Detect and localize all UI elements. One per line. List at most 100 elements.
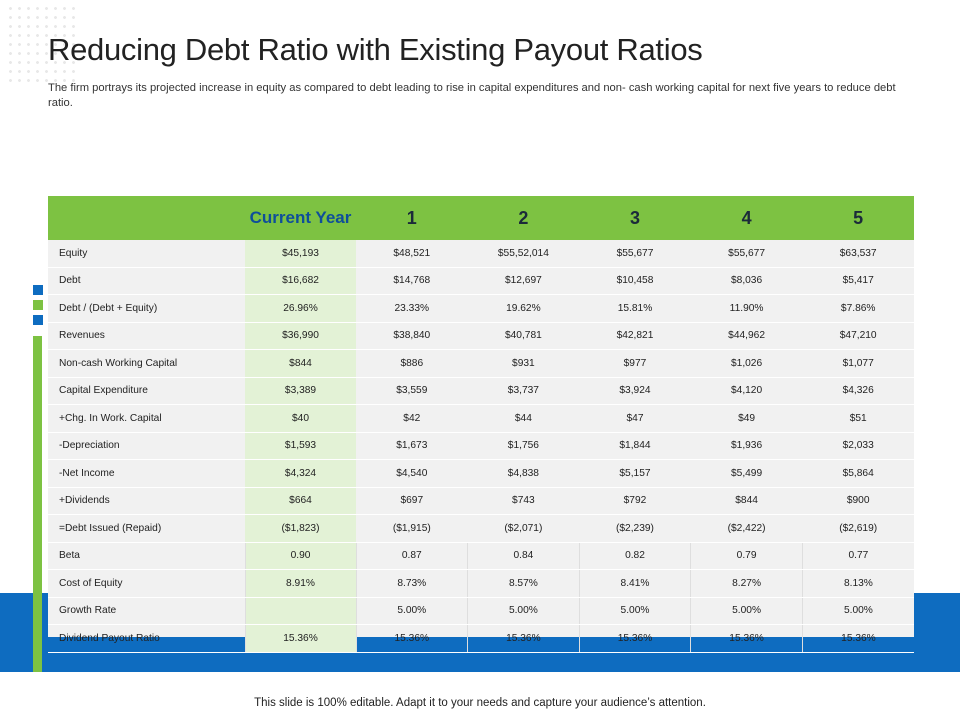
year-2-value: $44: [467, 404, 580, 433]
current-year-value: $664: [245, 487, 356, 515]
year-3-value: $792: [579, 487, 691, 515]
year-2-value: $931: [467, 349, 580, 378]
year-2-value: $1,756: [467, 432, 580, 460]
year-4-value: $1,936: [690, 432, 803, 460]
table-row: Equity $45,193 $48,521 $55,52,014 $55,677 $55…: [48, 240, 914, 268]
year-2-value: 8.57%: [467, 569, 580, 598]
year-1-value: 5.00%: [356, 597, 469, 625]
current-year-value: $4,324: [245, 459, 356, 488]
year-2-value: $743: [467, 487, 580, 515]
decorative-green-bar: [33, 336, 42, 672]
year-1-value: $14,768: [356, 267, 468, 295]
year-5-value: $7.86%: [802, 294, 914, 323]
table-row: +Chg. In Work. Capital $40 $42 $44 $47 $49 $51: [48, 404, 914, 433]
table-row: Growth Rate 5.00% 5.00% 5.00% 5.00% 5.00%: [48, 597, 914, 625]
year-4-value: $55,677: [690, 240, 803, 268]
year-3-value: 8.41%: [579, 569, 692, 598]
header-year-4: 4: [690, 196, 803, 240]
table-row: Revenues $36,990 $38,840 $40,781 $42,821 $44,…: [48, 322, 914, 350]
year-3-value: $3,924: [579, 376, 691, 405]
year-1-value: $1,673: [356, 432, 468, 460]
row-label: Debt / (Debt + Equity): [48, 294, 245, 323]
year-4-value: 0.79: [690, 541, 803, 570]
year-1-value: 23.33%: [356, 294, 468, 323]
table-body: Equity $45,193 $48,521 $55,52,014 $55,677 $55…: [48, 240, 914, 653]
year-5-value: $1,077: [802, 349, 914, 378]
table-row: Debt $16,682 $14,768 $12,697 $10,458 $8,036 $5…: [48, 267, 914, 295]
table-row: -Depreciation $1,593 $1,673 $1,756 $1,844 $1,…: [48, 432, 914, 460]
year-2-value: $4,838: [467, 459, 580, 488]
row-label: Capital Expenditure: [48, 376, 245, 405]
year-3-value: $47: [579, 404, 691, 433]
year-1-value: ($1,915): [356, 514, 468, 543]
year-3-value: $5,157: [579, 459, 691, 488]
row-label: =Debt Issued (Repaid): [48, 514, 245, 543]
year-3-value: ($2,239): [579, 514, 691, 543]
table-row: -Net Income $4,324 $4,540 $4,838 $5,157 $5,49…: [48, 459, 914, 488]
year-5-value: $51: [802, 404, 914, 433]
table-row: Non-cash Working Capital $844 $886 $931 $977…: [48, 349, 914, 378]
current-year-value: ($1,823): [245, 514, 356, 543]
row-label: +Chg. In Work. Capital: [48, 404, 245, 433]
header-current-year: Current Year: [245, 196, 356, 240]
year-5-value: $63,537: [802, 240, 914, 268]
year-2-value: $55,52,014: [467, 240, 580, 268]
year-4-value: $44,962: [690, 322, 803, 350]
row-label: Dividend Payout Ratio: [48, 624, 246, 653]
row-label: Revenues: [48, 322, 245, 350]
year-3-value: 5.00%: [579, 597, 692, 625]
table-row: Cost of Equity 8.91% 8.73% 8.57% 8.41% 8.27% 8…: [48, 569, 914, 598]
year-1-value: 0.87: [356, 541, 469, 570]
year-5-value: $4,326: [802, 376, 914, 405]
year-1-value: $697: [356, 487, 468, 515]
table-row: +Dividends $664 $697 $743 $792 $844 $900: [48, 487, 914, 515]
current-year-value: 26.96%: [245, 294, 356, 323]
year-2-value: ($2,071): [467, 514, 580, 543]
year-1-value: $4,540: [356, 459, 468, 488]
year-5-value: $5,417: [802, 267, 914, 295]
row-label: Debt: [48, 267, 245, 295]
current-year-value: [245, 597, 357, 625]
year-4-value: $8,036: [690, 267, 803, 295]
year-4-value: 15.36%: [690, 624, 803, 653]
row-label: Growth Rate: [48, 597, 246, 625]
year-4-value: 8.27%: [690, 569, 803, 598]
payout-ratio-table-container: Current Year 1 2 3 4 5 Equity $45,193 $48,521 $5…: [48, 196, 914, 653]
year-1-value: $42: [356, 404, 468, 433]
year-5-value: $900: [802, 487, 914, 515]
year-5-value: ($2,619): [802, 514, 914, 543]
table-row: =Debt Issued (Repaid) ($1,823) ($1,915) ($2…: [48, 514, 914, 543]
year-3-value: $977: [579, 349, 691, 378]
header-label-cell: [48, 196, 245, 240]
current-year-value: $1,593: [245, 432, 356, 460]
year-3-value: 15.36%: [579, 624, 692, 653]
year-1-value: 8.73%: [356, 569, 469, 598]
year-3-value: $1,844: [579, 432, 691, 460]
decorative-square-green: [33, 300, 43, 310]
header-year-1: 1: [356, 196, 468, 240]
table-row: Capital Expenditure $3,389 $3,559 $3,737 $3,…: [48, 376, 914, 405]
header-year-2: 2: [467, 196, 580, 240]
year-1-value: $48,521: [356, 240, 468, 268]
current-year-value: $844: [245, 349, 356, 378]
current-year-value: $45,193: [245, 240, 356, 268]
page-subtitle: The firm portrays its projected increase…: [48, 82, 896, 109]
row-label: +Dividends: [48, 487, 245, 515]
row-label: Non-cash Working Capital: [48, 349, 245, 378]
payout-ratio-table: Current Year 1 2 3 4 5 Equity $45,193 $48,521 $5…: [48, 196, 914, 653]
year-4-value: 11.90%: [690, 294, 803, 323]
table-row: Dividend Payout Ratio 15.36% 15.36% 15.36% 1…: [48, 624, 914, 653]
table-row: Beta 0.90 0.87 0.84 0.82 0.79 0.77: [48, 541, 914, 570]
decorative-square-blue: [33, 285, 43, 295]
current-year-value: $36,990: [245, 322, 356, 350]
current-year-value: 8.91%: [245, 569, 357, 598]
year-4-value: ($2,422): [690, 514, 803, 543]
year-5-value: 15.36%: [802, 624, 914, 653]
year-4-value: $1,026: [690, 349, 803, 378]
header-year-3: 3: [579, 196, 691, 240]
row-label: -Depreciation: [48, 432, 245, 460]
year-4-value: $844: [690, 487, 803, 515]
year-2-value: 19.62%: [467, 294, 580, 323]
footer-note: This slide is 100% editable. Adapt it to…: [254, 697, 706, 709]
current-year-value: 15.36%: [245, 624, 357, 653]
